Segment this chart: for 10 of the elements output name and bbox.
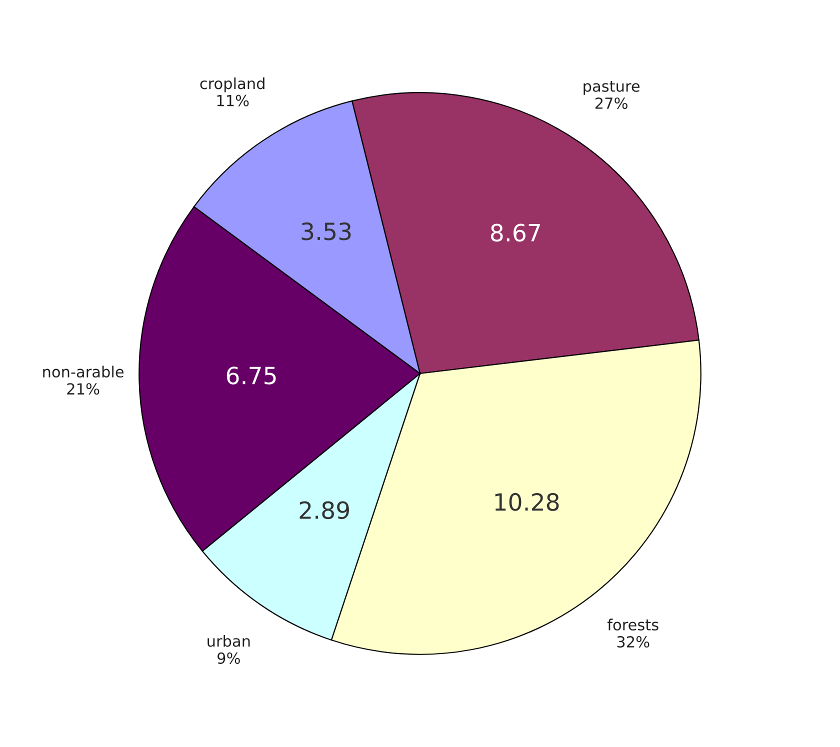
slice-label: urban 9% — [208, 635, 250, 664]
data-label: 3.53 — [302, 222, 351, 240]
slice-label: cropland 11% — [200, 77, 264, 106]
slice-label: pasture 27% — [584, 80, 640, 110]
data-label: 10.28 — [495, 493, 559, 511]
slice-label: forests 32% — [607, 618, 658, 648]
slice-label: non-arable 21% — [43, 366, 124, 395]
data-label: 2.89 — [300, 501, 349, 520]
data-label: 8.67 — [490, 224, 540, 242]
data-label: 6.75 — [226, 366, 276, 384]
